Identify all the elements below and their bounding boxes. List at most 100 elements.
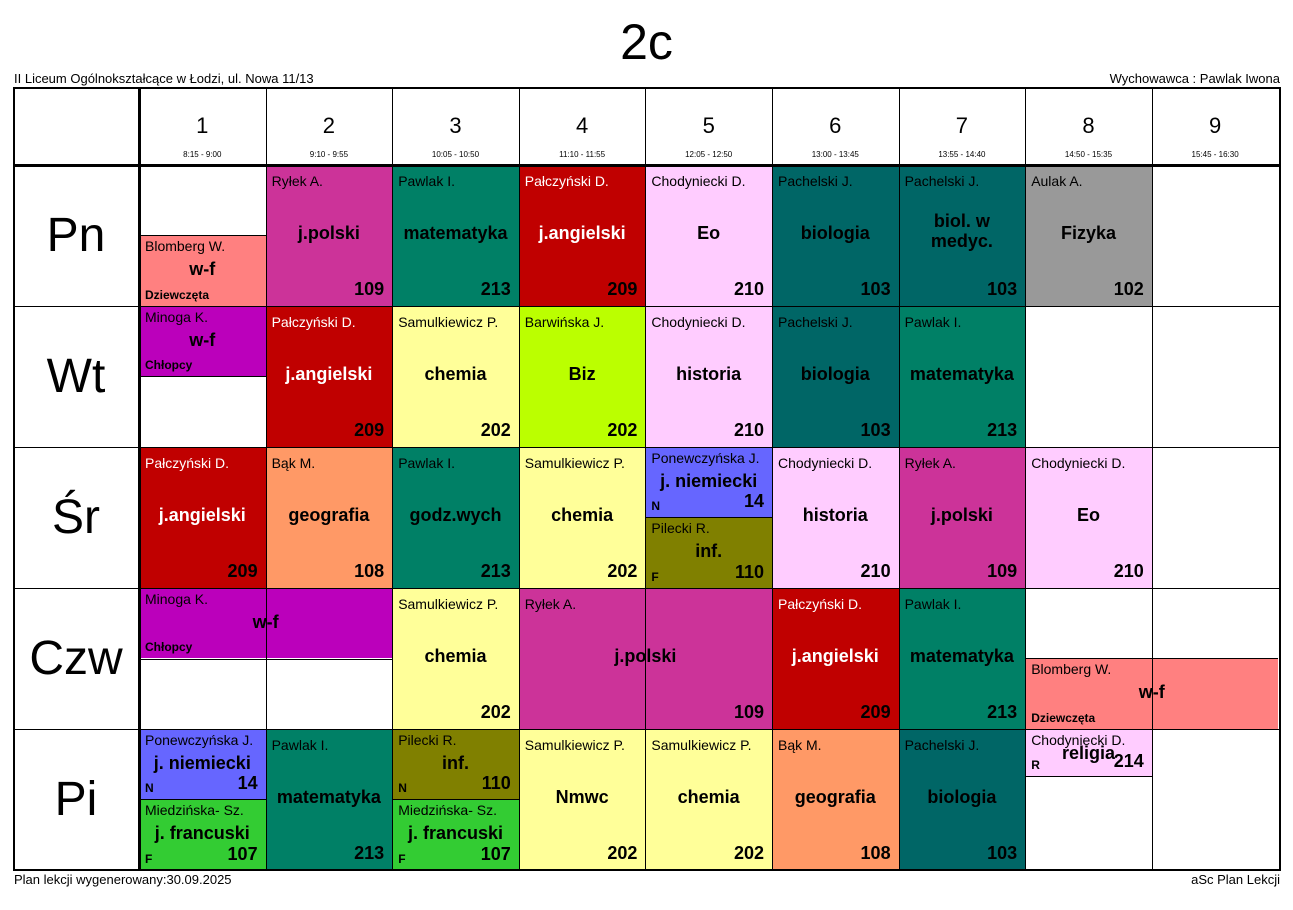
lesson-cell[interactable]: Blomberg W. w-f Dziewczęta [139, 235, 266, 306]
lesson-cell[interactable]: Pilecki R. inf. 110 N [392, 729, 519, 799]
lesson-cell[interactable]: Blomberg W. w-f Dziewczęta [1025, 658, 1279, 729]
lesson-group-letter: N [398, 781, 407, 795]
lesson-cell[interactable]: Samulkiewicz P. chemia 202 [518, 447, 646, 588]
lesson-room: 103 [987, 279, 1018, 299]
lesson-cell[interactable]: Bąk M. geografia 108 [265, 447, 393, 588]
lesson-subject: inf. [695, 541, 723, 561]
lesson-subject: historia [676, 364, 742, 384]
software-credit: aSc Plan Lekcji [1191, 872, 1280, 887]
lesson-room: 210 [1113, 561, 1144, 581]
lesson-cell[interactable]: Pachelski J. biologia 103 [772, 165, 899, 306]
lesson-subject: biologia [800, 364, 870, 384]
lesson-subject: j.angielski [791, 646, 879, 666]
lesson-teacher: Samulkiewicz P. [524, 455, 625, 471]
lesson-group: Chłopcy [145, 358, 193, 372]
lesson-teacher: Pachelski J. [778, 173, 853, 189]
lesson-cell[interactable]: Chodyniecki D. historia 210 [645, 306, 772, 447]
lesson-cell[interactable]: Chodyniecki D. Eo 210 [1025, 447, 1152, 588]
day-label: Śr [52, 491, 100, 544]
lesson-cell[interactable]: Pałczyński D. j.angielski 209 [139, 447, 266, 588]
lesson-cell[interactable]: Pawlak I. matematyka 213 [265, 729, 393, 870]
lesson-room: 102 [1113, 279, 1144, 299]
lesson-cell[interactable]: Pawlak I. godz.wych 213 [392, 447, 519, 588]
lesson-cell[interactable]: Chodyniecki D. historia 210 [772, 447, 899, 588]
lesson-teacher: Ryłek A. [904, 455, 956, 471]
lesson-cell[interactable]: Samulkiewicz P. chemia 202 [645, 729, 772, 870]
grid-line [1025, 776, 1152, 777]
lesson-subject: Fizyka [1060, 223, 1116, 243]
period-number: 3 [449, 113, 462, 138]
lesson-room: 14 [743, 491, 764, 511]
lesson-cell[interactable]: Pawlak I. matematyka 213 [898, 306, 1026, 447]
lesson-cell[interactable]: Pachelski J. biologia 103 [772, 306, 899, 447]
lesson-subject: geografia [288, 505, 370, 525]
lesson-cell[interactable]: Pachelski J. biologia 103 [898, 729, 1026, 870]
lesson-teacher: Pałczyński D. [271, 314, 356, 330]
lesson-room: 110 [481, 773, 511, 793]
lesson-cell[interactable]: Bąk M. geografia 108 [772, 729, 899, 870]
lesson-cell[interactable]: Chodyniecki D. Eo 210 [645, 165, 772, 306]
lesson-cell[interactable]: Samulkiewicz P. chemia 202 [392, 588, 519, 729]
lesson-room: 202 [607, 420, 638, 440]
lesson-cell[interactable]: Pawlak I. matematyka 213 [392, 165, 519, 306]
lesson-teacher: Samulkiewicz P. [398, 314, 499, 330]
period-number: 6 [829, 113, 842, 138]
lesson-cell[interactable]: Minoga K. w-f Chłopcy [139, 306, 266, 376]
period-time: 13:00 - 13:45 [811, 150, 859, 159]
generated-date: Plan lekcji wygenerowany:30.09.2025 [14, 872, 232, 887]
lesson-room: 109 [733, 702, 764, 722]
period-number: 9 [1208, 113, 1222, 138]
lesson-subject: geografia [794, 787, 876, 807]
lesson-cell[interactable]: Pałczyński D. j.angielski 209 [772, 588, 899, 729]
lesson-cell[interactable]: Barwińska J. Biz 202 [518, 306, 646, 447]
lesson-cell[interactable]: Pałczyński D. j.angielski 209 [518, 165, 646, 306]
lesson-room: 209 [354, 420, 385, 440]
period-header: 5 12:05 - 12:50 [645, 87, 772, 165]
lesson-cell[interactable]: Ponewczyńska J. j. niemiecki 14 N [645, 447, 772, 517]
lesson-teacher: Samulkiewicz P. [524, 737, 625, 753]
period-number: 4 [575, 113, 589, 138]
grid-line [772, 87, 773, 871]
lesson-cell[interactable]: Pachelski J. biol. w medyc. 103 [898, 165, 1026, 306]
grid-line [139, 376, 266, 377]
grid-line [13, 447, 1281, 448]
lesson-room: 209 [607, 279, 638, 299]
lesson-cell[interactable]: Minoga K. w-f Chłopcy [139, 588, 393, 658]
lesson-teacher: Ryłek A. [271, 173, 323, 189]
lesson-cell[interactable]: Samulkiewicz P. Nmwc 202 [518, 729, 646, 870]
lesson-cell[interactable]: Chodyniecki D. religia 214 R [1025, 729, 1152, 776]
lesson-teacher: Chodyniecki D. [651, 173, 746, 189]
grid-line [138, 87, 141, 871]
lesson-teacher: Pawlak I. [398, 455, 455, 471]
lesson-subject: godz.wych [409, 505, 502, 525]
lesson-teacher: Chodyniecki D. [1031, 455, 1126, 471]
period-time: 10:05 - 10:50 [431, 150, 480, 159]
lesson-group-letter: F [651, 570, 659, 584]
lesson-cell[interactable]: Pilecki R. inf. 110 F [645, 517, 772, 588]
lesson-subject: matematyka [909, 364, 1014, 384]
lesson-teacher: Bąk M. [271, 455, 316, 471]
lesson-room: 202 [607, 843, 638, 863]
grid-line [392, 87, 393, 871]
lesson-subject: j. francuski [407, 823, 503, 843]
lesson-cell[interactable]: Miedzińska- Sz. j. francuski 107 F [139, 799, 266, 870]
lesson-room: 109 [987, 561, 1018, 581]
lesson-subject: biologia [800, 223, 870, 243]
school-name: II Liceum Ogólnokształcące w Łodzi, ul. … [14, 71, 314, 86]
period-number: 5 [702, 113, 715, 138]
period-time: 9:10 - 9:55 [309, 150, 349, 159]
lesson-cell[interactable]: Ryłek A. j.polski 109 [898, 447, 1026, 588]
grid-line [13, 306, 1281, 307]
grid-line [899, 87, 900, 871]
lesson-cell[interactable]: Pałczyński D. j.angielski 209 [265, 306, 393, 447]
lesson-cell[interactable]: Miedzińska- Sz. j. francuski 107 F [392, 799, 519, 870]
lesson-cell[interactable]: Ponewczyńska J. j. niemiecki 14 N [139, 729, 266, 799]
lesson-room: 107 [480, 844, 511, 864]
lesson-cell[interactable]: Ryłek A. j.polski 109 [265, 165, 393, 306]
lesson-cell[interactable]: Pawlak I. matematyka 213 [898, 588, 1026, 729]
period-number: 8 [1082, 113, 1095, 138]
lesson-group-letter: R [1031, 758, 1040, 772]
lesson-teacher: Minoga K. [145, 309, 209, 325]
lesson-cell[interactable]: Aulak A. Fizyka 102 [1025, 165, 1152, 306]
lesson-cell[interactable]: Samulkiewicz P. chemia 202 [392, 306, 519, 447]
